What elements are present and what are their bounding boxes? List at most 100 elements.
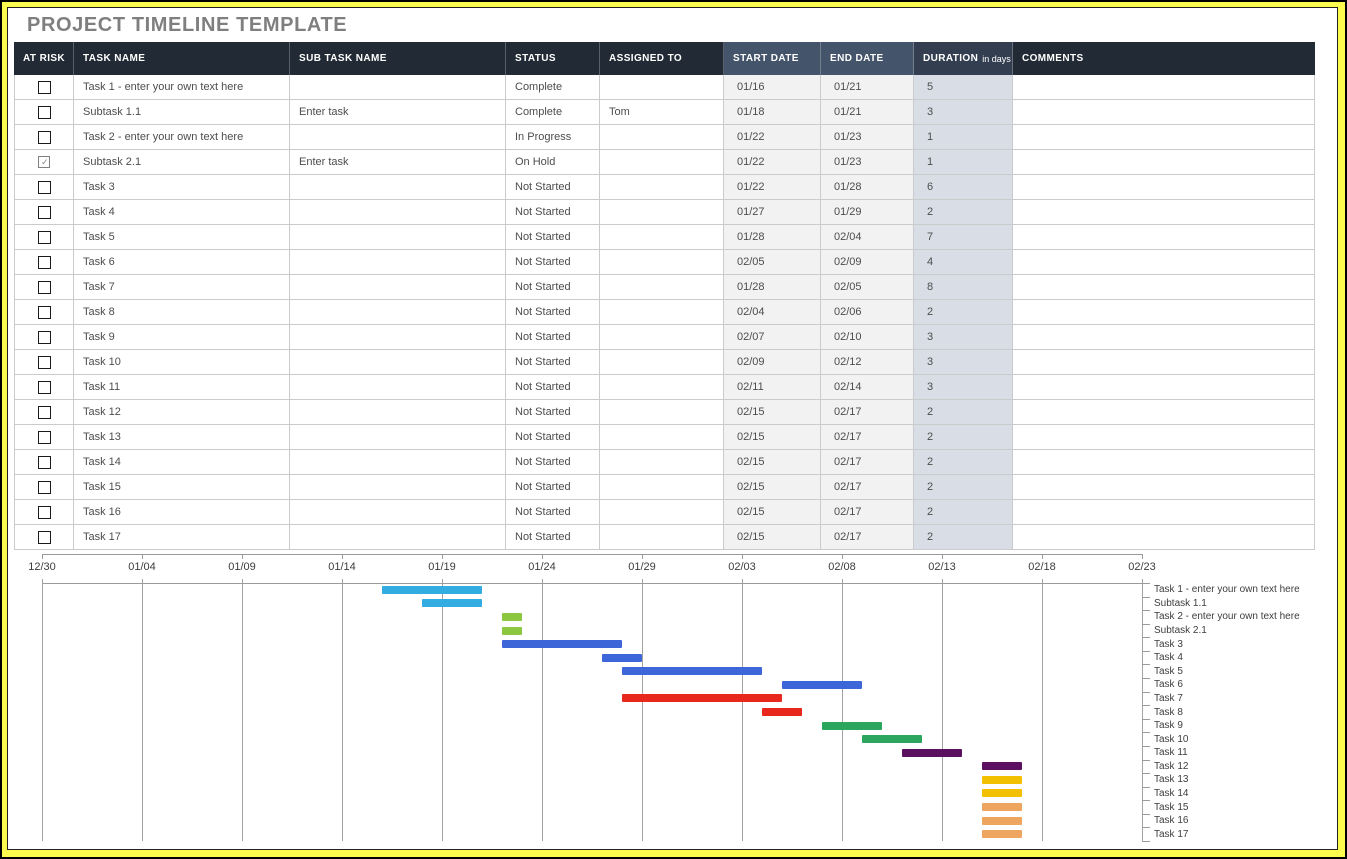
assigned-to-cell[interactable] <box>600 150 724 175</box>
status-cell[interactable]: In Progress <box>506 125 600 150</box>
start-date-cell[interactable]: 02/15 <box>724 525 821 550</box>
end-date-cell[interactable]: 02/04 <box>821 225 914 250</box>
start-date-cell[interactable]: 02/09 <box>724 350 821 375</box>
task-name-cell[interactable]: Task 5 <box>74 225 290 250</box>
task-name-cell[interactable]: Task 12 <box>74 400 290 425</box>
at-risk-cell[interactable] <box>14 300 74 325</box>
duration-cell[interactable]: 2 <box>914 525 1013 550</box>
status-cell[interactable]: Not Started <box>506 325 600 350</box>
at-risk-cell[interactable] <box>14 175 74 200</box>
start-date-cell[interactable]: 01/27 <box>724 200 821 225</box>
at-risk-checkbox[interactable] <box>37 205 51 219</box>
start-date-cell[interactable]: 01/28 <box>724 225 821 250</box>
sub-task-name-cell[interactable]: Enter task <box>290 150 506 175</box>
comments-cell[interactable] <box>1013 425 1315 450</box>
end-date-cell[interactable]: 01/21 <box>821 75 914 100</box>
at-risk-cell[interactable] <box>14 125 74 150</box>
end-date-cell[interactable]: 02/12 <box>821 350 914 375</box>
comments-cell[interactable] <box>1013 475 1315 500</box>
duration-cell[interactable]: 1 <box>914 125 1013 150</box>
assigned-to-cell[interactable] <box>600 175 724 200</box>
assigned-to-cell[interactable] <box>600 450 724 475</box>
at-risk-cell[interactable] <box>14 325 74 350</box>
at-risk-checkbox[interactable] <box>37 355 51 369</box>
sub-task-name-cell[interactable] <box>290 275 506 300</box>
assigned-to-cell[interactable] <box>600 525 724 550</box>
sub-task-name-cell[interactable] <box>290 425 506 450</box>
status-cell[interactable]: Not Started <box>506 250 600 275</box>
comments-cell[interactable] <box>1013 250 1315 275</box>
task-name-cell[interactable]: Task 15 <box>74 475 290 500</box>
sub-task-name-cell[interactable] <box>290 75 506 100</box>
end-date-cell[interactable]: 02/17 <box>821 450 914 475</box>
duration-cell[interactable]: 2 <box>914 200 1013 225</box>
task-name-cell[interactable]: Task 2 - enter your own text here <box>74 125 290 150</box>
comments-cell[interactable] <box>1013 525 1315 550</box>
start-date-cell[interactable]: 02/04 <box>724 300 821 325</box>
assigned-to-cell[interactable] <box>600 350 724 375</box>
assigned-to-cell[interactable] <box>600 375 724 400</box>
comments-cell[interactable] <box>1013 150 1315 175</box>
assigned-to-cell[interactable] <box>600 275 724 300</box>
sub-task-name-cell[interactable] <box>290 350 506 375</box>
sub-task-name-cell[interactable] <box>290 300 506 325</box>
start-date-cell[interactable]: 02/07 <box>724 325 821 350</box>
task-name-cell[interactable]: Task 10 <box>74 350 290 375</box>
status-cell[interactable]: Not Started <box>506 500 600 525</box>
task-name-cell[interactable]: Task 7 <box>74 275 290 300</box>
start-date-cell[interactable]: 02/15 <box>724 450 821 475</box>
comments-cell[interactable] <box>1013 75 1315 100</box>
status-cell[interactable]: Not Started <box>506 450 600 475</box>
comments-cell[interactable] <box>1013 100 1315 125</box>
sub-task-name-cell[interactable] <box>290 500 506 525</box>
at-risk-checkbox[interactable] <box>37 305 51 319</box>
task-name-cell[interactable]: Task 4 <box>74 200 290 225</box>
at-risk-cell[interactable] <box>14 150 74 175</box>
assigned-to-cell[interactable] <box>600 500 724 525</box>
duration-cell[interactable]: 2 <box>914 500 1013 525</box>
sub-task-name-cell[interactable] <box>290 525 506 550</box>
at-risk-cell[interactable] <box>14 225 74 250</box>
comments-cell[interactable] <box>1013 300 1315 325</box>
at-risk-checkbox[interactable] <box>37 455 51 469</box>
status-cell[interactable]: Not Started <box>506 525 600 550</box>
start-date-cell[interactable]: 02/11 <box>724 375 821 400</box>
sub-task-name-cell[interactable] <box>290 475 506 500</box>
status-cell[interactable]: Not Started <box>506 225 600 250</box>
status-cell[interactable]: Not Started <box>506 275 600 300</box>
comments-cell[interactable] <box>1013 200 1315 225</box>
at-risk-cell[interactable] <box>14 275 74 300</box>
end-date-cell[interactable]: 02/14 <box>821 375 914 400</box>
status-cell[interactable]: Not Started <box>506 475 600 500</box>
task-name-cell[interactable]: Subtask 1.1 <box>74 100 290 125</box>
assigned-to-cell[interactable] <box>600 325 724 350</box>
start-date-cell[interactable]: 02/15 <box>724 425 821 450</box>
duration-cell[interactable]: 8 <box>914 275 1013 300</box>
sub-task-name-cell[interactable] <box>290 250 506 275</box>
comments-cell[interactable] <box>1013 500 1315 525</box>
start-date-cell[interactable]: 02/15 <box>724 400 821 425</box>
duration-cell[interactable]: 7 <box>914 225 1013 250</box>
status-cell[interactable]: Not Started <box>506 350 600 375</box>
start-date-cell[interactable]: 01/16 <box>724 75 821 100</box>
end-date-cell[interactable]: 02/05 <box>821 275 914 300</box>
comments-cell[interactable] <box>1013 275 1315 300</box>
duration-cell[interactable]: 2 <box>914 475 1013 500</box>
at-risk-cell[interactable] <box>14 450 74 475</box>
at-risk-cell[interactable] <box>14 425 74 450</box>
comments-cell[interactable] <box>1013 450 1315 475</box>
at-risk-checkbox[interactable] <box>37 330 51 344</box>
at-risk-checkbox[interactable] <box>37 230 51 244</box>
sub-task-name-cell[interactable] <box>290 125 506 150</box>
start-date-cell[interactable]: 02/15 <box>724 500 821 525</box>
duration-cell[interactable]: 2 <box>914 300 1013 325</box>
at-risk-checkbox[interactable] <box>37 530 51 544</box>
at-risk-cell[interactable] <box>14 200 74 225</box>
comments-cell[interactable] <box>1013 225 1315 250</box>
sub-task-name-cell[interactable] <box>290 400 506 425</box>
task-name-cell[interactable]: Task 3 <box>74 175 290 200</box>
at-risk-checkbox[interactable] <box>37 180 51 194</box>
duration-cell[interactable]: 1 <box>914 150 1013 175</box>
task-name-cell[interactable]: Task 9 <box>74 325 290 350</box>
task-name-cell[interactable]: Task 1 - enter your own text here <box>74 75 290 100</box>
